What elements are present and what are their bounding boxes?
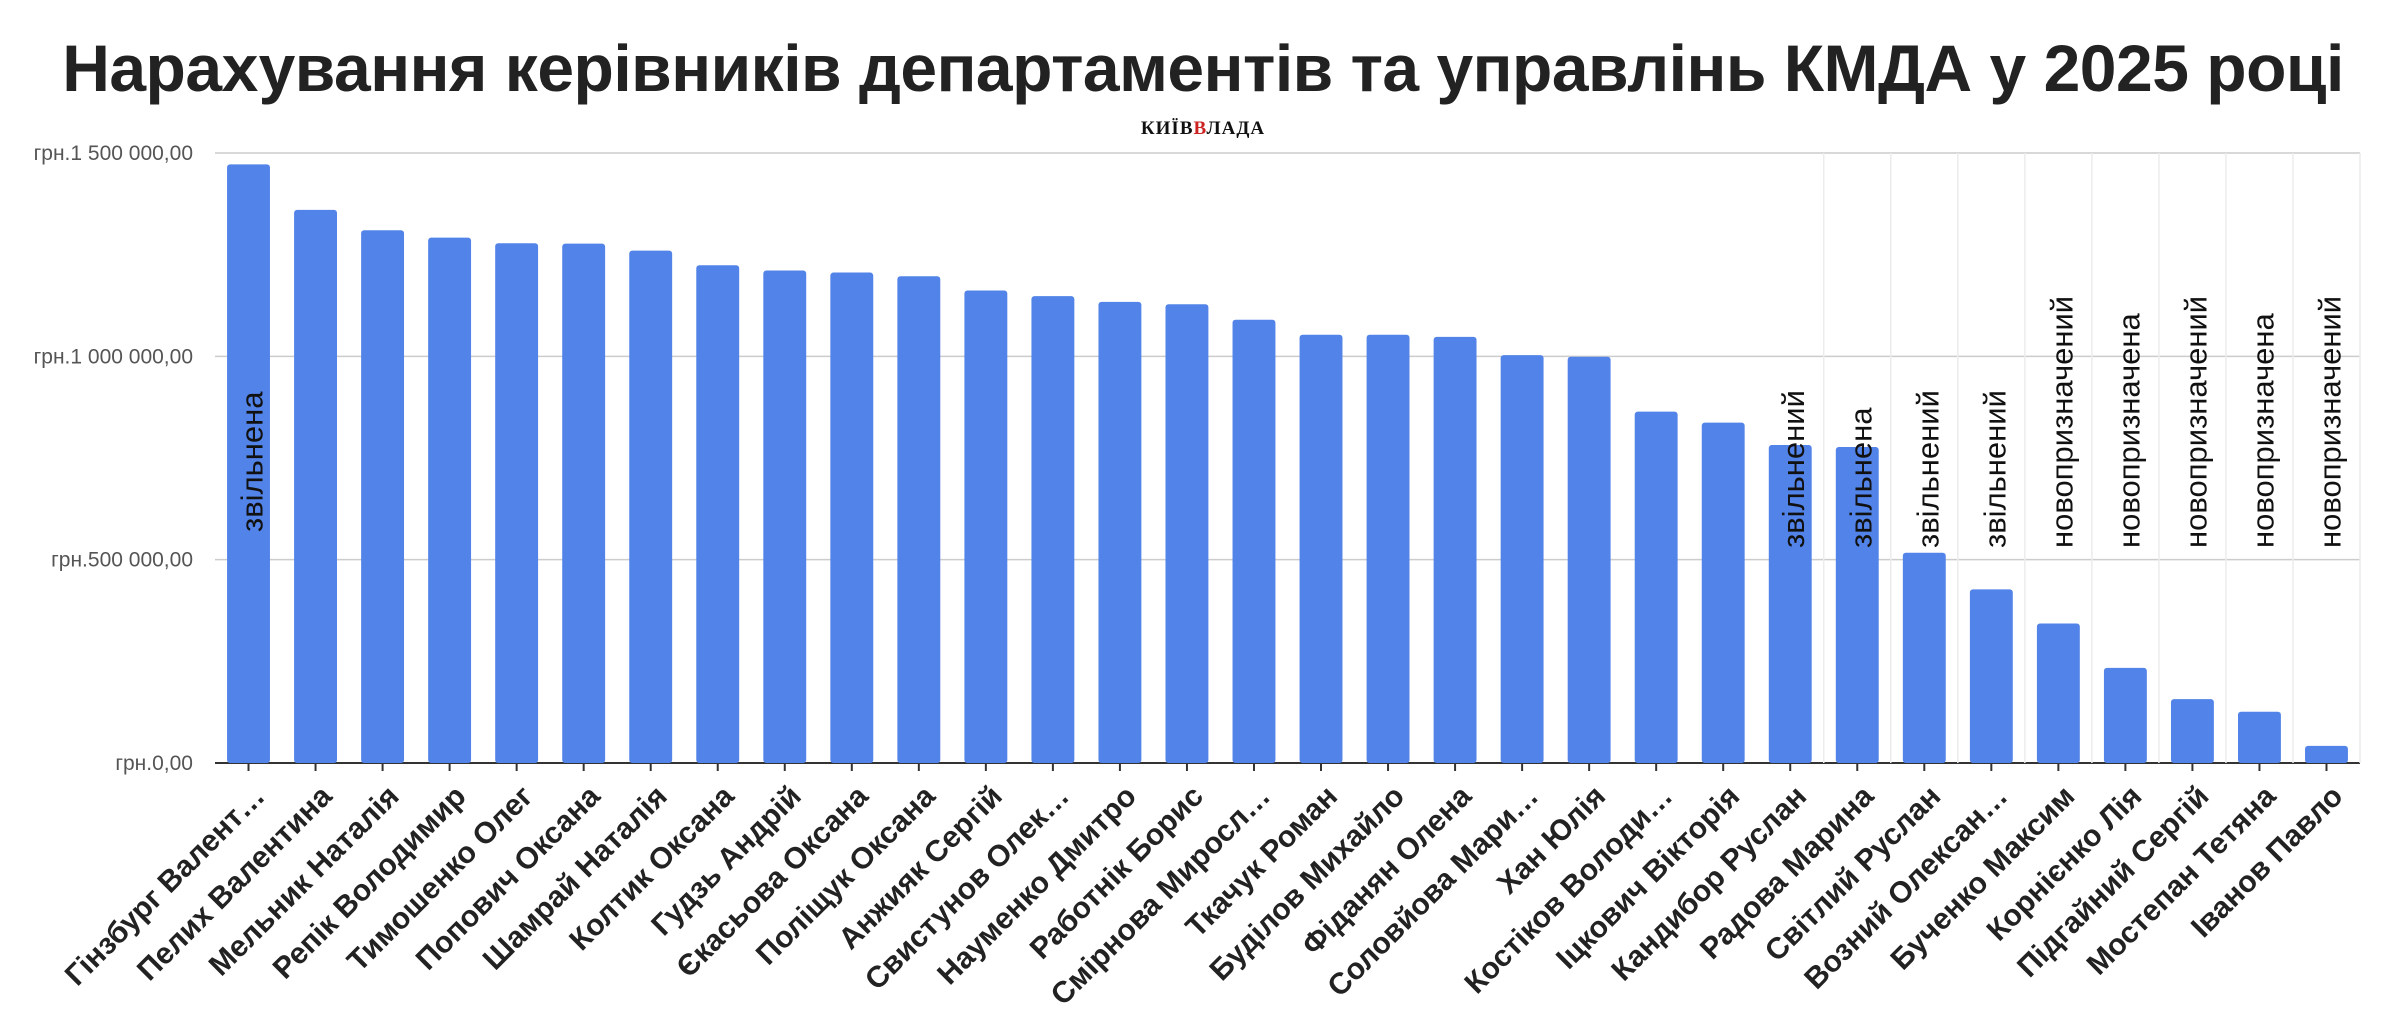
bar [763, 270, 807, 763]
bar [294, 209, 337, 763]
bar-annotation: звільнений [1776, 390, 1811, 548]
y-tick-label: грн.1 000 000,00 [34, 345, 193, 368]
bar [2103, 667, 2147, 763]
y-tick-label: грн.500 000,00 [51, 549, 193, 572]
bar-annotation: звільнений [1910, 390, 1945, 548]
watermark-rest: ЛАДА [1206, 118, 1266, 139]
bar [1701, 422, 1745, 763]
bar [1835, 447, 1879, 763]
bar-annotation: новопризначена [2111, 313, 2146, 548]
bar [2238, 711, 2281, 763]
bar [562, 243, 606, 764]
bar [2305, 745, 2348, 763]
bar [2170, 699, 2214, 763]
bar [2036, 623, 2080, 763]
bar-annotation: новопризначений [2178, 296, 2213, 548]
bar [227, 164, 270, 764]
watermark-main: КИЇВ [1140, 118, 1194, 139]
y-axis: грн.0,00 грн.500 000,00 грн.1 000 000,00 гр… [34, 142, 2328, 775]
bar [1165, 304, 1209, 763]
bar [1433, 336, 1477, 763]
bar-annotation: новопризначений [2044, 296, 2079, 548]
bar [830, 272, 874, 763]
bar [428, 237, 472, 763]
bar [696, 265, 740, 763]
bar [1098, 301, 1142, 763]
bar-annotation: новопризначена [2245, 313, 2280, 548]
bar [1366, 334, 1410, 763]
bars [227, 164, 2348, 764]
bar [629, 250, 673, 764]
watermark-logo: КИЇВВЛАДА [0, 118, 2406, 140]
bar [1031, 296, 1075, 763]
bar [1232, 319, 1276, 763]
bar [1299, 334, 1343, 763]
bar [964, 290, 1008, 763]
bar [1567, 356, 1611, 763]
bar [495, 243, 539, 763]
bar [1500, 355, 1544, 763]
watermark-accent: В [1193, 118, 1207, 139]
annotations: звільнена звільнений звільнена звільнений зв… [235, 296, 2348, 548]
bar-annotation: звільнений [1977, 390, 2012, 548]
bar-annotation: звільнена [235, 391, 270, 532]
grid-lines [215, 152, 2361, 764]
bar [897, 276, 941, 763]
y-tick-label: грн.0,00 [115, 752, 193, 775]
bar [1969, 589, 2013, 763]
bar [1634, 411, 1678, 763]
chart-title: Нарахування керівників департаментів та … [62, 31, 2344, 105]
bar-annotation: новопризначений [2312, 296, 2347, 548]
bar [1768, 444, 1812, 763]
bar-annotation: звільнена [1843, 407, 1878, 548]
bar [1902, 552, 1946, 763]
y-tick-label: грн.1 500 000,00 [34, 142, 193, 165]
bar [361, 230, 405, 763]
